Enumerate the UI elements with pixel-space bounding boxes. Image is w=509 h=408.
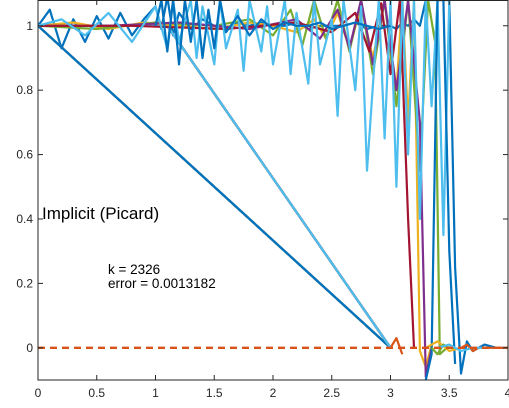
series-layer <box>38 0 508 380</box>
series-line-8 <box>38 24 392 349</box>
x-tick-label-4: 2 <box>270 386 277 400</box>
y-tick-label-3: 0.6 <box>16 148 33 162</box>
x-tick-label-0: 0 <box>35 386 42 400</box>
series-line-28 <box>424 0 457 380</box>
x-tick-label-2: 1 <box>152 386 159 400</box>
x-tick-label-8: 4 <box>505 386 509 400</box>
iteration-annotation: k = 2326 <box>108 262 160 277</box>
x-tick-label-6: 3 <box>387 386 394 400</box>
x-tick-label-7: 3.5 <box>441 386 458 400</box>
x-tick-label-5: 2.5 <box>323 386 340 400</box>
series-line-27 <box>154 0 391 66</box>
method-annotation: Implicit (Picard) <box>42 204 159 223</box>
y-tick-label-1: 0.2 <box>16 276 33 290</box>
annotation-layer: Implicit (Picard) k = 2326 error = 0.001… <box>42 204 216 291</box>
x-tick-label-1: 0.5 <box>88 386 105 400</box>
axes-layer: 0 0.5 1 1.5 2 2.5 3 3.5 4 0 0.2 0.4 0.6 0.8 1 <box>16 0 509 400</box>
y-tick-label-5: 1 <box>26 19 33 33</box>
error-annotation: error = 0.0013182 <box>108 276 216 291</box>
y-tick-label-4: 0.8 <box>16 83 33 97</box>
series-line-24 <box>38 0 433 378</box>
x-tick-label-3: 1.5 <box>206 386 223 400</box>
y-tick-label-0: 0 <box>26 341 33 355</box>
y-tick-label-2: 0.4 <box>16 212 33 226</box>
